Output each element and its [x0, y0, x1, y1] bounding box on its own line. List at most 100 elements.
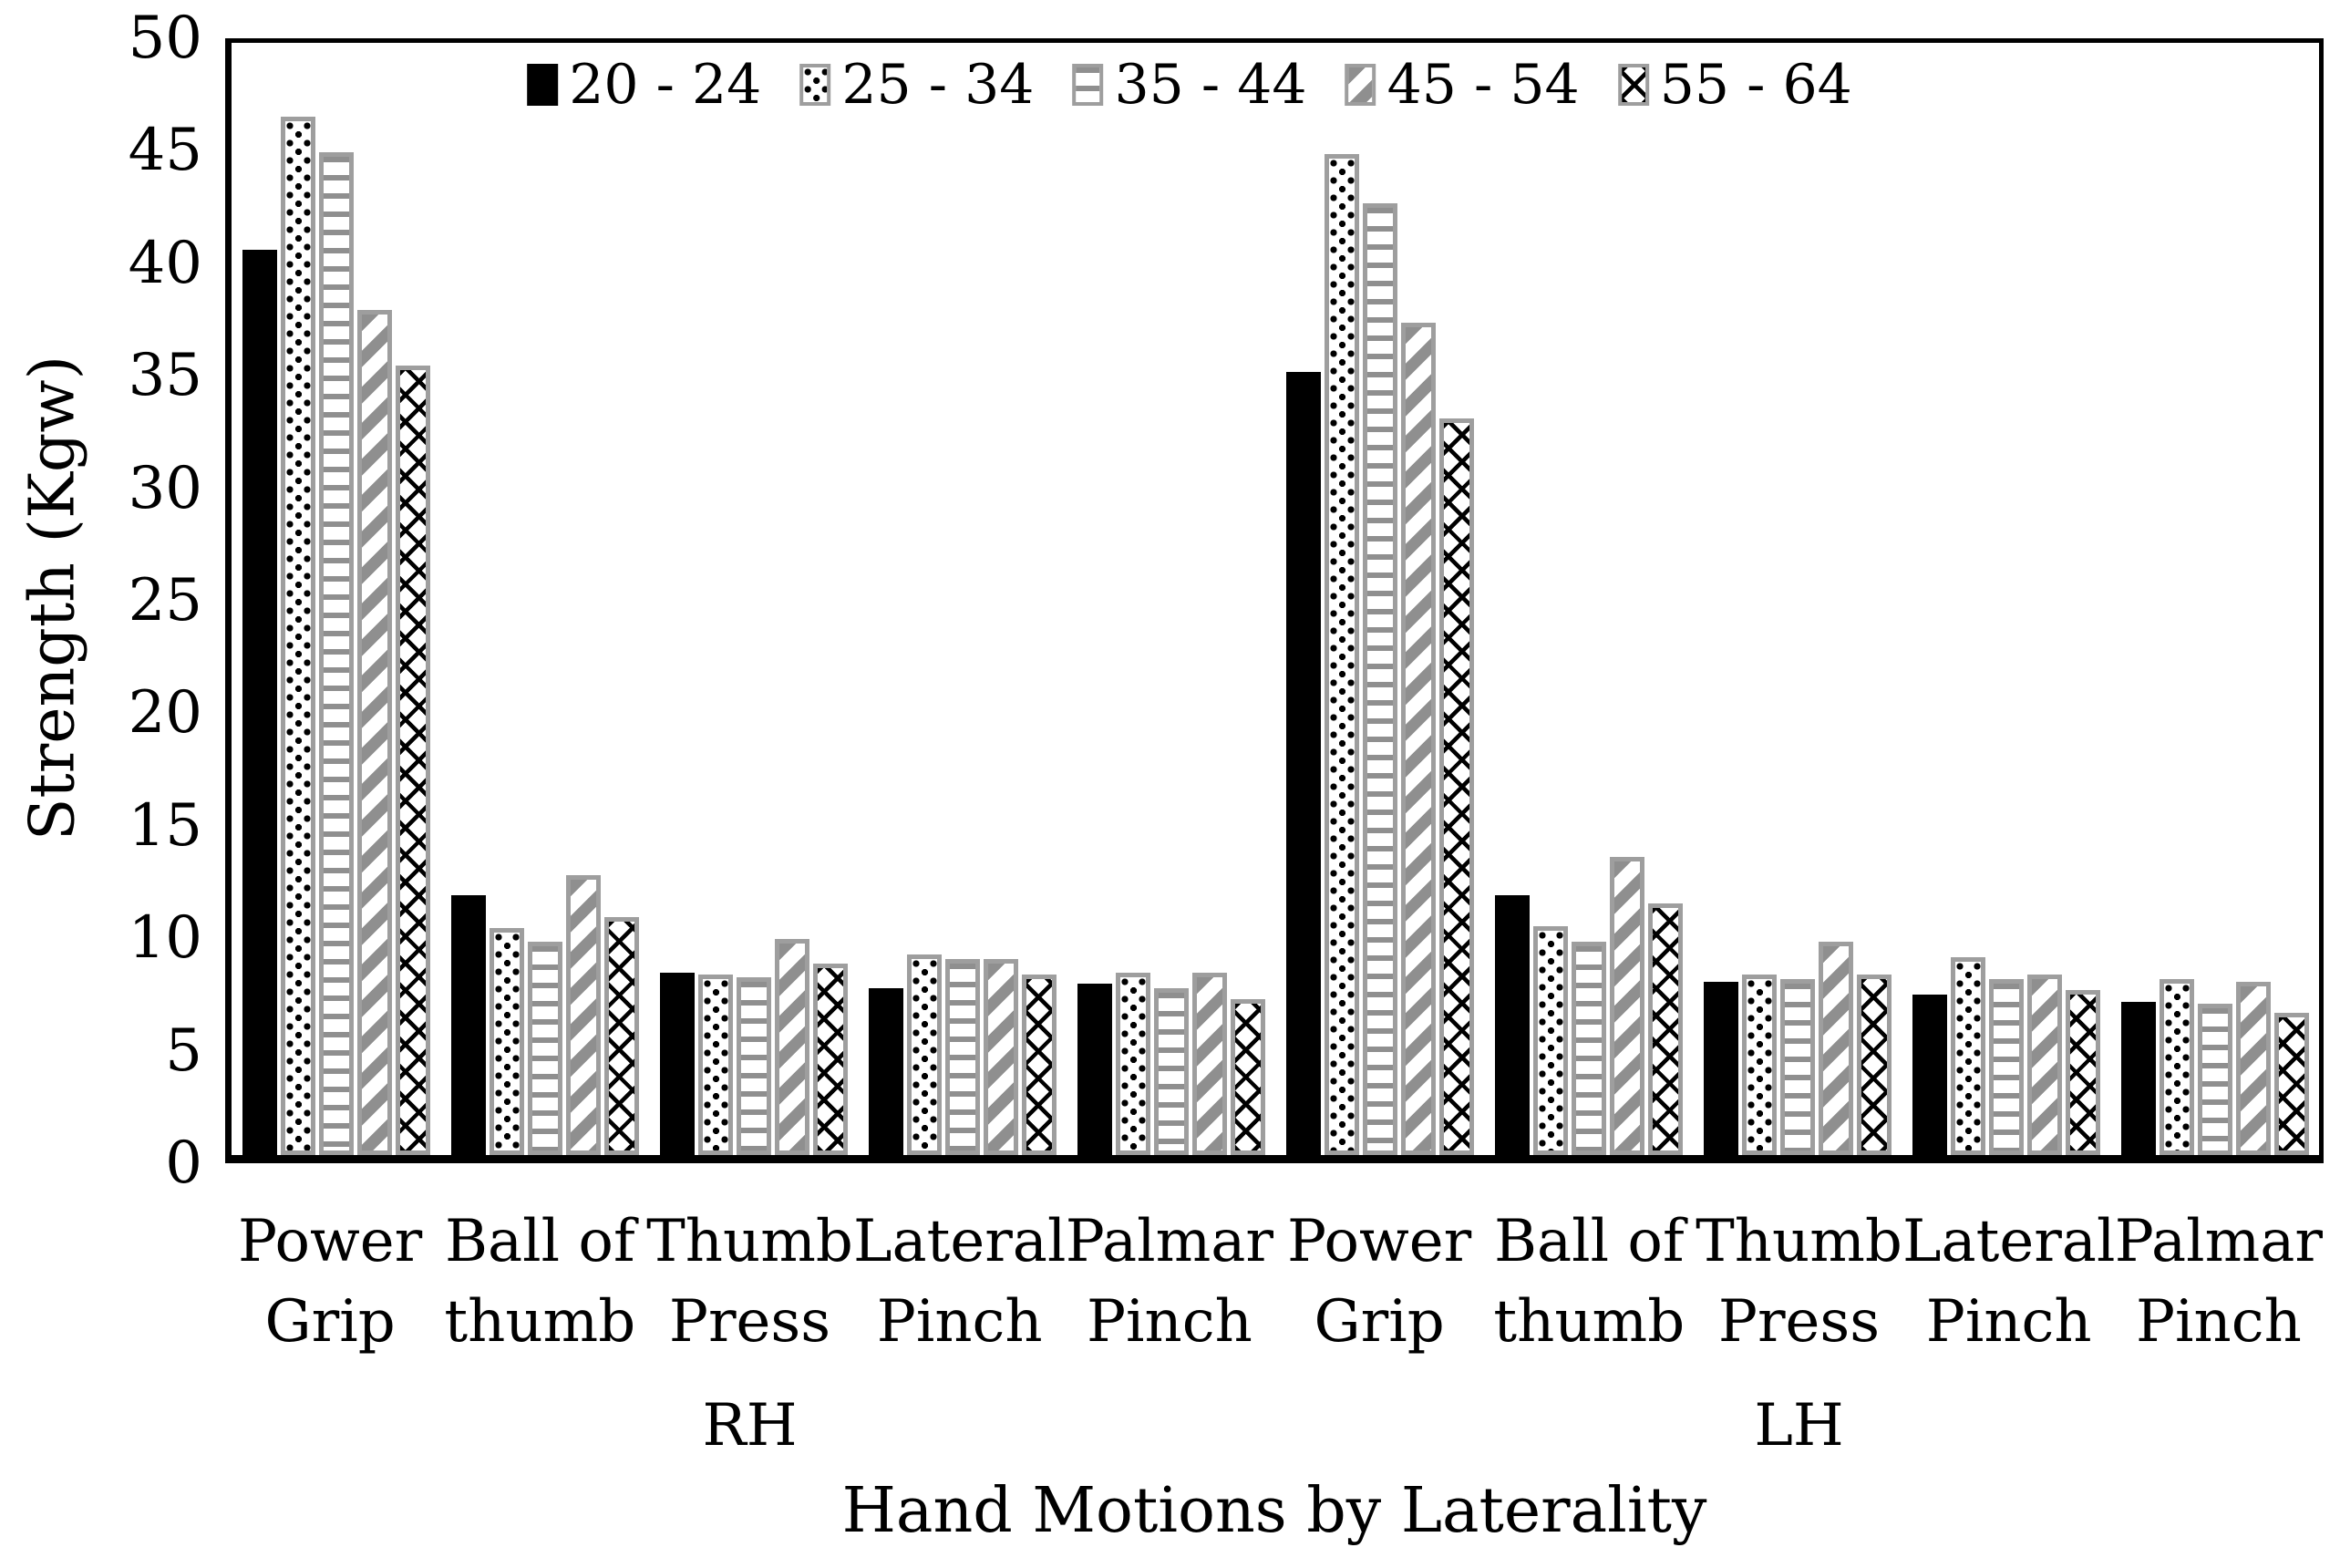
x-axis-title: Hand Motions by Laterality	[841, 1475, 1707, 1547]
bar-55-64-thumb-press	[1856, 975, 1892, 1155]
legend-item-25-34: 25 - 34	[799, 57, 1034, 112]
legend-item-55-64: 55 - 64	[1617, 53, 1852, 117]
y-tick-label-50: 50	[128, 5, 202, 72]
bar-45-54-lateral-pinch	[983, 959, 1018, 1155]
y-tick-label-40: 40	[128, 229, 202, 297]
bar-45-54-thumb-press	[1818, 942, 1853, 1155]
bar-35-44-thumb-press	[1779, 979, 1815, 1155]
bar-45-54-palmar-pinch	[2235, 982, 2271, 1155]
bar-35-44-ball-of-thumb	[527, 942, 562, 1155]
bar-35-44-thumb-press	[736, 977, 771, 1155]
bar-20-24-palmar-pinch	[1077, 984, 1112, 1155]
bar-55-64-ball-of-thumb	[1647, 903, 1683, 1155]
bar-35-44-power-grip	[1362, 203, 1397, 1155]
x-category-label-rh-palmar-pinch: Palmar Pinch	[1065, 1208, 1274, 1356]
y-tick-label-30: 30	[128, 454, 202, 522]
bar-55-64-power-grip	[1438, 418, 1474, 1155]
bar-group-lh-power-grip	[1275, 43, 1484, 1155]
legend-item-20-24: 20 - 24	[527, 57, 761, 112]
bar-55-64-ball-of-thumb	[603, 917, 639, 1155]
bar-group-lh-ball-of-thumb	[1484, 43, 1693, 1155]
bar-25-34-ball-of-thumb	[1532, 926, 1568, 1155]
bar-55-64-lateral-pinch	[1021, 975, 1057, 1155]
bar-groups	[232, 43, 2319, 1155]
y-tick-label-25: 25	[128, 567, 202, 634]
legend-item-45-54: 45 - 54	[1345, 57, 1580, 112]
y-tick-label-15: 15	[128, 791, 202, 860]
legend-label: 45 - 54	[1386, 53, 1580, 117]
y-tick-label-20: 20	[128, 679, 202, 748]
bar-20-24-lateral-pinch	[868, 988, 903, 1155]
y-tick-label-35: 35	[128, 342, 202, 410]
legend-swatch-solid-icon	[527, 64, 559, 106]
legend-swatch-dots-icon	[799, 64, 831, 106]
y-tick-label-5: 5	[165, 1016, 202, 1085]
laterality-label-rh: RH	[702, 1392, 798, 1460]
bar-45-54-power-grip	[356, 310, 392, 1155]
legend-label: 35 - 44	[1114, 53, 1307, 117]
laterality-label-lh: LH	[1754, 1392, 1844, 1460]
bar-group-rh-thumb-press	[649, 43, 858, 1155]
bar-45-54-ball-of-thumb	[565, 875, 601, 1155]
bar-group-lh-palmar-pinch	[2110, 43, 2319, 1155]
legend-item-35-44: 35 - 44	[1072, 53, 1307, 117]
y-tick-label-0: 0	[165, 1130, 202, 1197]
bar-group-rh-power-grip	[232, 43, 440, 1155]
x-category-label-rh-lateral-pinch: Lateral Pinch	[852, 1208, 1067, 1356]
x-category-label-lh-ball-of-thumb: Ball of thumb	[1493, 1208, 1685, 1356]
bar-20-24-ball-of-thumb	[1494, 895, 1530, 1155]
x-category-label-lh-palmar-pinch: Palmar Pinch	[2114, 1208, 2324, 1356]
bar-25-34-thumb-press	[1741, 975, 1777, 1155]
bar-25-34-power-grip	[280, 117, 315, 1155]
bar-25-34-lateral-pinch	[1950, 957, 1985, 1155]
bar-25-34-thumb-press	[697, 975, 733, 1155]
bar-35-44-palmar-pinch	[1153, 988, 1189, 1155]
x-category-label-lh-lateral-pinch: Lateral Pinch	[1902, 1208, 2116, 1356]
bar-45-54-palmar-pinch	[1191, 973, 1227, 1155]
bar-20-24-ball-of-thumb	[450, 895, 486, 1155]
legend-swatch-cross-icon	[1617, 64, 1649, 106]
bar-55-64-power-grip	[395, 366, 430, 1155]
bar-20-24-power-grip	[1285, 372, 1321, 1155]
bar-20-24-thumb-press	[1703, 982, 1738, 1155]
bar-55-64-lateral-pinch	[2065, 990, 2100, 1155]
bar-35-44-power-grip	[318, 152, 354, 1155]
x-category-label-rh-power-grip: Power Grip	[237, 1208, 423, 1356]
bar-35-44-palmar-pinch	[2197, 1004, 2232, 1155]
legend-label: 25 - 34	[841, 53, 1035, 117]
bar-25-34-palmar-pinch	[1115, 973, 1150, 1155]
plot-area: 20 - 24 25 - 34 35 - 44 45 - 54 55 - 64	[225, 38, 2324, 1163]
bar-45-54-thumb-press	[774, 939, 809, 1155]
bar-20-24-power-grip	[242, 250, 277, 1155]
bar-35-44-lateral-pinch	[944, 959, 980, 1155]
legend: 20 - 24 25 - 34 35 - 44 45 - 54 55 - 64	[527, 57, 1852, 112]
legend-swatch-hlines-icon	[1072, 64, 1104, 106]
x-category-label-rh-thumb-press: Thumb Press	[646, 1208, 853, 1356]
legend-label: 20 - 24	[569, 53, 762, 117]
x-category-label-rh-ball-of-thumb: Ball of thumb	[444, 1208, 636, 1356]
bar-25-34-ball-of-thumb	[489, 928, 524, 1155]
x-category-label-lh-thumb-press: Thumb Press	[1696, 1208, 1902, 1356]
bar-20-24-lateral-pinch	[1912, 995, 1947, 1155]
legend-label: 55 - 64	[1659, 53, 1852, 117]
bar-35-44-ball-of-thumb	[1571, 942, 1606, 1155]
bar-25-34-palmar-pinch	[2159, 979, 2194, 1155]
x-category-label-lh-power-grip: Power Grip	[1286, 1208, 1472, 1356]
bar-group-rh-ball-of-thumb	[440, 43, 649, 1155]
bar-55-64-palmar-pinch	[2273, 1013, 2309, 1155]
bar-20-24-thumb-press	[659, 973, 695, 1155]
bar-55-64-palmar-pinch	[1230, 999, 1265, 1155]
bar-35-44-lateral-pinch	[1988, 979, 2024, 1155]
bar-45-54-ball-of-thumb	[1609, 857, 1644, 1155]
bar-45-54-power-grip	[1400, 323, 1436, 1155]
y-tick-label-45: 45	[128, 117, 202, 185]
bar-25-34-power-grip	[1324, 154, 1359, 1155]
bar-group-lh-thumb-press	[1693, 43, 1902, 1155]
bar-45-54-lateral-pinch	[2026, 975, 2062, 1155]
y-tick-label-10: 10	[128, 904, 202, 973]
bar-20-24-palmar-pinch	[2120, 1002, 2156, 1155]
legend-swatch-diag-icon	[1345, 64, 1376, 106]
bar-group-rh-lateral-pinch	[858, 43, 1067, 1155]
bar-group-lh-lateral-pinch	[1902, 43, 2110, 1155]
